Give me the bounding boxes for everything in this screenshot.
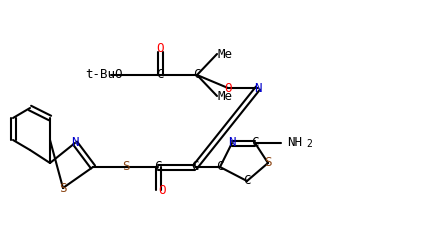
Text: C: C <box>216 161 224 173</box>
Text: t-BuO: t-BuO <box>85 69 123 82</box>
Text: S: S <box>59 182 67 195</box>
Text: Me: Me <box>218 89 233 103</box>
Text: C: C <box>154 161 162 173</box>
Text: O: O <box>156 43 164 55</box>
Text: N: N <box>228 137 236 149</box>
Text: O: O <box>224 82 232 94</box>
Text: N: N <box>71 137 79 149</box>
Text: S: S <box>264 156 272 170</box>
Text: N: N <box>254 82 262 94</box>
Text: 2: 2 <box>306 139 312 149</box>
Text: O: O <box>158 183 166 197</box>
Text: C: C <box>156 69 164 82</box>
Text: NH: NH <box>287 137 302 149</box>
Text: S: S <box>122 161 130 173</box>
Text: C: C <box>251 137 259 149</box>
Text: Me: Me <box>218 48 233 61</box>
Text: C: C <box>191 161 199 173</box>
Text: C: C <box>243 174 251 188</box>
Text: C: C <box>193 69 201 82</box>
